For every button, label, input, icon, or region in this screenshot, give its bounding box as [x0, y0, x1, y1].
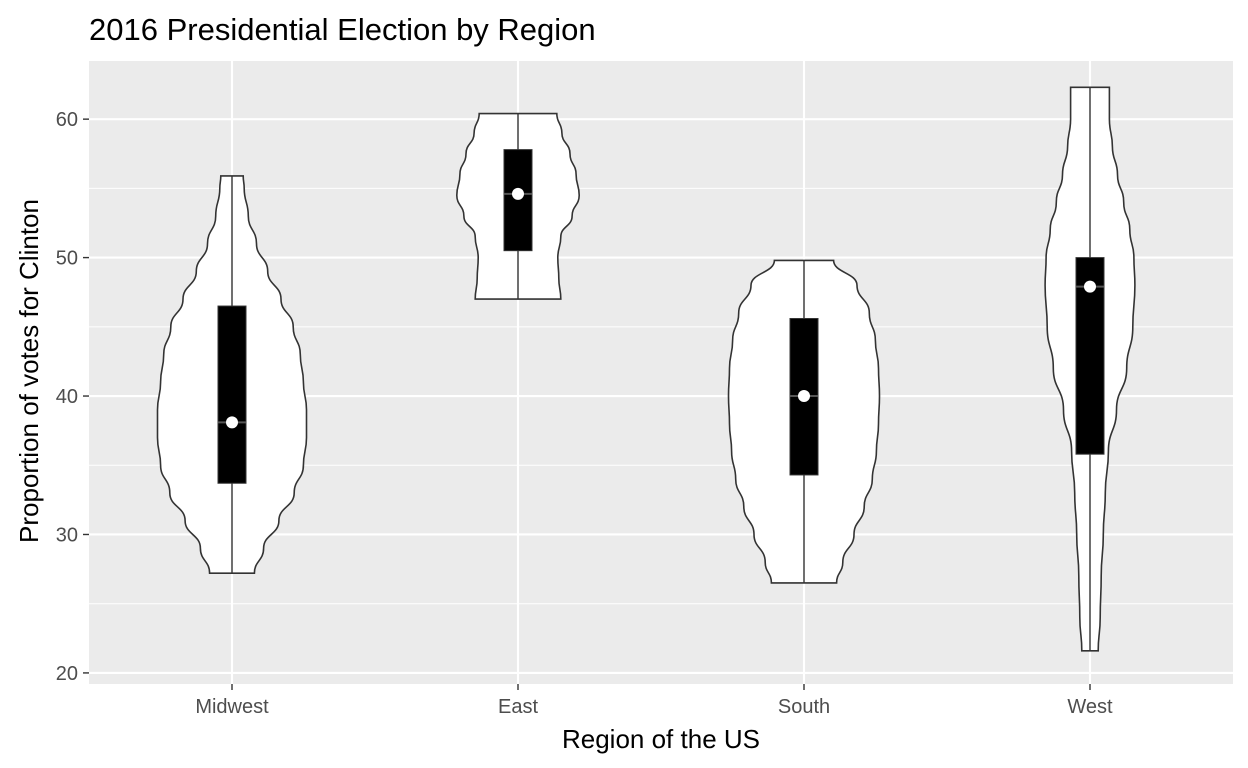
y-axis: 20 30 40 50 60: [56, 109, 89, 685]
y-tick-label: 60: [56, 109, 78, 131]
median-point-south: [798, 390, 810, 403]
y-tick-label: 40: [56, 386, 78, 408]
plot-panel: [89, 61, 1233, 684]
median-point-midwest: [226, 416, 238, 429]
x-tick-label-midwest: Midwest: [195, 696, 269, 718]
chart-title: 2016 Presidential Election by Region: [89, 12, 596, 47]
x-axis: Midwest East South West: [195, 684, 1113, 718]
x-axis-title: Region of the US: [562, 724, 760, 754]
y-tick-label: 20: [56, 663, 78, 685]
y-axis-title: Proportion of votes for Clinton: [14, 199, 44, 543]
median-point-west: [1084, 280, 1096, 293]
y-tick-label: 50: [56, 248, 78, 270]
x-tick-label-west: West: [1067, 696, 1113, 718]
median-point-east: [512, 187, 524, 200]
x-tick-label-east: East: [498, 696, 538, 718]
y-tick-label: 30: [56, 524, 78, 546]
box-east: [503, 149, 533, 252]
box-midwest: [217, 305, 247, 484]
x-tick-label-south: South: [778, 696, 830, 718]
